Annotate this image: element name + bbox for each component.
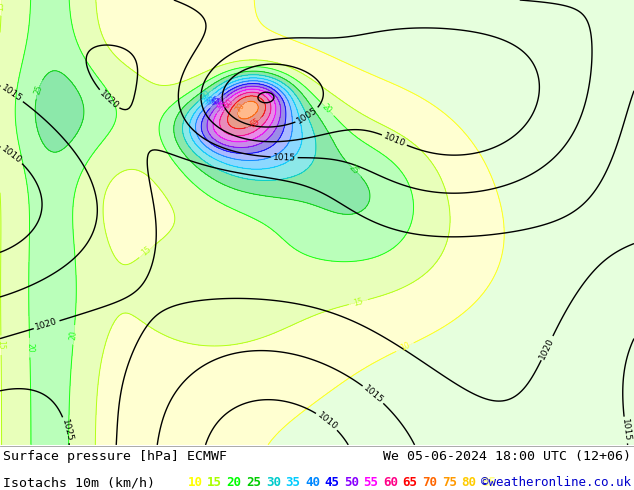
Text: 80: 80	[462, 476, 476, 490]
Text: 15: 15	[140, 245, 153, 258]
Text: 60: 60	[383, 476, 398, 490]
Text: 20: 20	[227, 476, 242, 490]
Text: 20: 20	[320, 102, 333, 115]
Text: 1020: 1020	[97, 89, 120, 111]
Text: 60: 60	[223, 98, 236, 111]
Text: 15: 15	[207, 476, 222, 490]
Text: 20: 20	[69, 330, 79, 340]
Text: 40: 40	[305, 476, 320, 490]
Text: Surface pressure [hPa] ECMWF: Surface pressure [hPa] ECMWF	[3, 450, 227, 464]
Text: 1015: 1015	[620, 418, 631, 442]
Text: 35: 35	[285, 476, 301, 490]
Text: 1005: 1005	[295, 106, 320, 126]
Text: 1015: 1015	[273, 153, 295, 162]
Text: 85: 85	[481, 476, 496, 490]
Text: 10: 10	[399, 341, 411, 353]
Text: 50: 50	[214, 96, 227, 109]
Text: 1010: 1010	[315, 411, 339, 432]
Text: 45: 45	[325, 476, 339, 490]
Text: 55: 55	[363, 476, 378, 490]
Text: 1010: 1010	[382, 131, 407, 148]
Text: 15: 15	[353, 296, 364, 308]
Text: 45: 45	[210, 95, 223, 108]
Text: 90: 90	[500, 476, 515, 490]
Text: 25: 25	[246, 476, 261, 490]
Text: 10: 10	[188, 476, 203, 490]
Text: 15: 15	[0, 341, 6, 350]
Text: 30: 30	[199, 89, 212, 102]
Text: 70: 70	[234, 100, 247, 114]
Text: 65: 65	[403, 476, 418, 490]
Text: 25: 25	[347, 163, 361, 176]
Text: 1015: 1015	[0, 83, 24, 104]
Text: 1020: 1020	[34, 317, 59, 332]
Text: Isotachs 10m (km/h): Isotachs 10m (km/h)	[3, 476, 155, 490]
Text: We 05-06-2024 18:00 UTC (12+06): We 05-06-2024 18:00 UTC (12+06)	[383, 450, 631, 464]
Text: 55: 55	[216, 99, 229, 112]
Text: 15: 15	[0, 1, 6, 11]
Text: 1015: 1015	[361, 384, 385, 405]
Text: 20: 20	[25, 343, 34, 353]
Text: 65: 65	[248, 117, 261, 130]
Text: 1025: 1025	[60, 418, 74, 442]
Text: 35: 35	[200, 93, 214, 106]
Text: 1020: 1020	[538, 336, 556, 360]
Text: 50: 50	[344, 476, 359, 490]
Text: 1010: 1010	[0, 144, 23, 165]
Text: 25: 25	[33, 83, 44, 95]
Text: ©weatheronline.co.uk: ©weatheronline.co.uk	[481, 476, 631, 490]
Text: 30: 30	[266, 476, 281, 490]
Text: 70: 70	[422, 476, 437, 490]
Text: 75: 75	[442, 476, 456, 490]
Text: 40: 40	[205, 95, 218, 108]
